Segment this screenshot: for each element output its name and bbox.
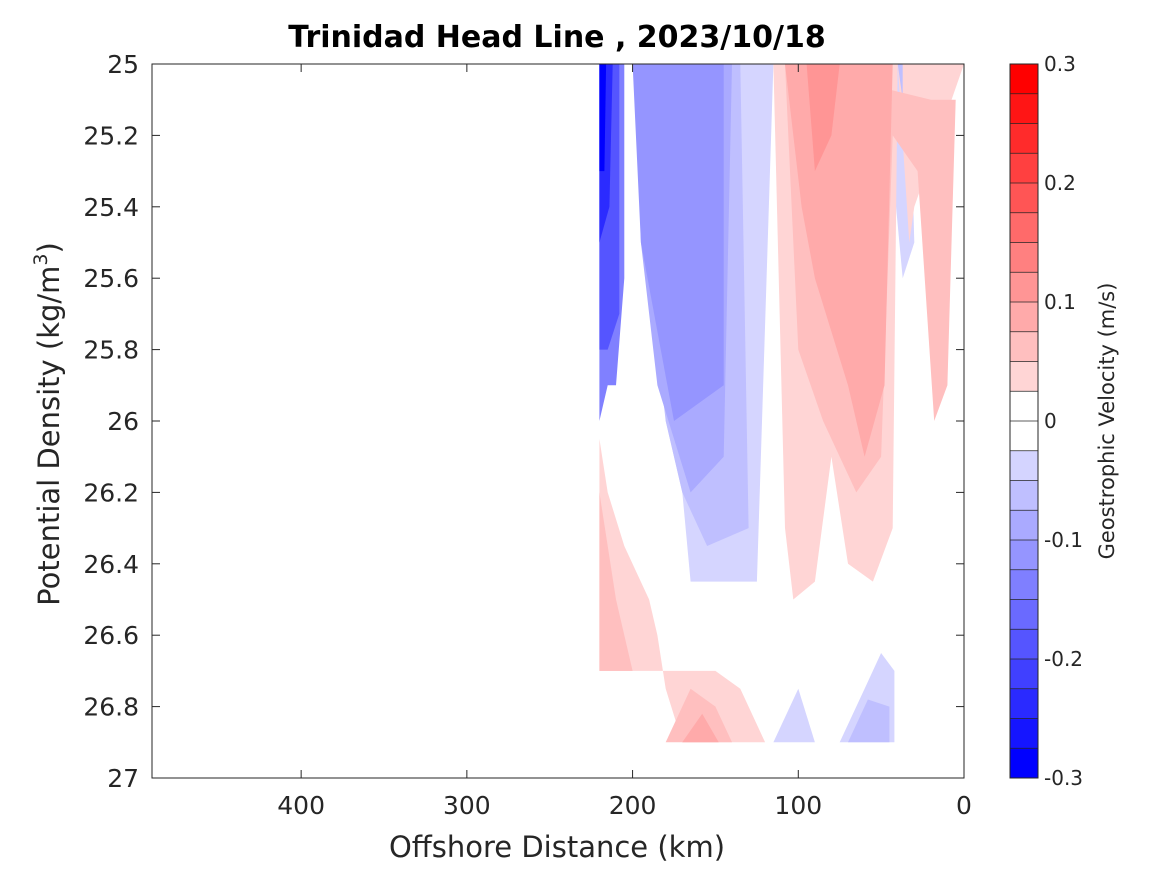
- colorbar-tick-label: 0.1: [1044, 290, 1076, 314]
- colorbar-tick-label: -0.1: [1044, 528, 1083, 552]
- y-tick-label: 25.6: [83, 264, 139, 293]
- y-tick-label: 26.2: [83, 478, 139, 507]
- colorbar-segment: [1010, 123, 1038, 154]
- colorbar-segment: [1010, 510, 1038, 541]
- contour-region: [682, 713, 719, 743]
- colorbar-segment: [1010, 540, 1038, 571]
- contour-region: [897, 64, 903, 100]
- contour-region: [806, 64, 840, 172]
- colorbar-tick-label: -0.2: [1044, 647, 1083, 671]
- colorbar-segment: [1010, 242, 1038, 273]
- y-axis-label-main: Potential Density (kg/m: [32, 266, 66, 606]
- x-tick-label: 200: [609, 791, 657, 820]
- colorbar-segment: [1010, 421, 1038, 452]
- colorbar-segment: [1010, 569, 1038, 600]
- y-axis-label: Potential Density (kg/m3): [30, 242, 66, 606]
- colorbar-segment: [1010, 93, 1038, 124]
- plot-area: [151, 63, 965, 779]
- y-tick-label: 26.4: [83, 550, 139, 579]
- contour-fills: [599, 64, 964, 743]
- colorbar-segment: [1010, 391, 1038, 422]
- x-axis-label: Offshore Distance (km): [389, 830, 725, 864]
- contour-region: [599, 438, 766, 743]
- colorbar-segment: [1010, 361, 1038, 392]
- contour-region: [848, 699, 890, 743]
- colorbar-tick-label: 0.3: [1044, 52, 1076, 76]
- colorbar: 0.3 0.2 0.1 0 -0.1 -0.2 -0.3: [1009, 52, 1083, 790]
- y-tick-label: 26: [107, 407, 139, 436]
- colorbar-frame: [1009, 63, 1039, 779]
- colorbar-segment: [1010, 272, 1038, 303]
- colorbar-segment: [1010, 302, 1038, 333]
- x-tick-label: 100: [774, 791, 822, 820]
- contour-region: [785, 64, 893, 457]
- colorbar-label: Geostrophic Velocity (m/s): [1095, 283, 1119, 560]
- colorbar-segment: [1010, 64, 1038, 95]
- x-tick-label: 400: [277, 791, 325, 820]
- colorbar-segment: [1010, 450, 1038, 481]
- y-tick-label: 26.6: [83, 621, 139, 650]
- colorbar-tick-label: 0: [1044, 409, 1057, 433]
- y-axis-label-close: ): [32, 242, 66, 253]
- x-tick-label: 0: [956, 791, 972, 820]
- x-axis-ticks: 400 300 200 100 0: [277, 64, 972, 820]
- y-axis-ticks: 25 25.2 25.4 25.6 25.8 26 26.2 26.4 26.6 26.8 27: [83, 50, 964, 793]
- colorbar-segment: [1010, 718, 1038, 749]
- contour-region: [599, 64, 607, 172]
- contour-region: [665, 688, 732, 743]
- y-axis-label-superscript: 3: [30, 253, 52, 265]
- colorbar-segment: [1010, 331, 1038, 362]
- contour-region: [599, 492, 633, 671]
- colorbar-segment: [1010, 153, 1038, 184]
- colorbar-segment: [1010, 629, 1038, 660]
- colorbar-tick-label: -0.3: [1044, 766, 1083, 790]
- colorbar-segment: [1010, 659, 1038, 690]
- contour-region: [599, 64, 724, 421]
- y-tick-label: 25.2: [83, 121, 139, 150]
- y-tick-label: 25: [107, 50, 139, 79]
- colorbar-segment: [1010, 688, 1038, 719]
- chart-title: Trinidad Head Line , 2023/10/18: [288, 20, 825, 55]
- contour-region: [773, 688, 815, 743]
- y-tick-label: 25.8: [83, 336, 139, 365]
- colorbar-segment: [1010, 480, 1038, 511]
- colorbar-segment: [1010, 599, 1038, 630]
- colorbar-segment: [1010, 183, 1038, 214]
- y-tick-label: 25.4: [83, 193, 139, 222]
- colorbar-tick-label: 0.2: [1044, 171, 1076, 195]
- colorbar-segment: [1010, 212, 1038, 243]
- y-tick-label: 27: [107, 764, 139, 793]
- y-tick-label: 26.8: [83, 693, 139, 722]
- colorbar-segment: [1010, 748, 1038, 779]
- x-tick-label: 300: [443, 791, 491, 820]
